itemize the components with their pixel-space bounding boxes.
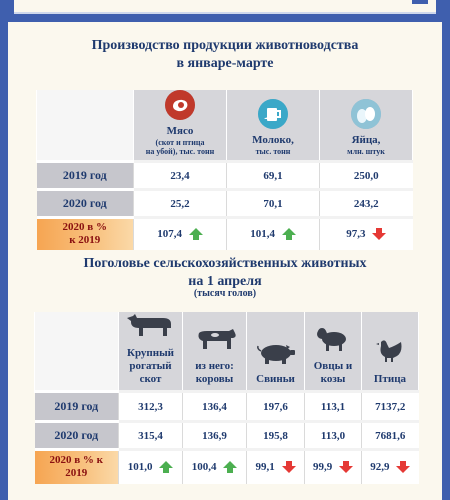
row-label-2019: 2019 год: [34, 390, 119, 422]
production-header-row: Мясо (скот и птица на убой), тыс. тонн М…: [36, 90, 413, 162]
value-cell: 23,4: [133, 160, 227, 190]
livestock-header-row: Крупный рогатый скот из него: коровы Сви…: [34, 312, 419, 392]
table-corner: [34, 312, 119, 392]
percent-cell: 99,9: [304, 448, 362, 484]
column-header-meat: Мясо (скот и птица на убой), тыс. тонн: [133, 90, 227, 162]
value-cell: 315,4: [118, 420, 183, 450]
table-corner: [36, 90, 134, 162]
percent-cell: 107,4: [133, 216, 227, 250]
percent-cell: 92,9: [361, 448, 419, 484]
table-row: 2020 в % к 2019 101,0 100,4 99,1 99,9 92…: [34, 448, 419, 484]
livestock-subtitle: (тысяч голов): [193, 288, 257, 299]
pig-icon: [256, 345, 295, 364]
row-label-percent: 2020 в % к 2019: [34, 448, 119, 484]
meat-icon: [165, 90, 195, 120]
eggs-icon: [351, 99, 381, 129]
livestock-table: Крупный рогатый скот из него: коровы Сви…: [34, 312, 419, 484]
column-header-cows: из него: коровы: [182, 312, 247, 392]
value-cell: 113,1: [304, 390, 362, 422]
table-row: 2020 год 315,4 136,9 195,8 113,0 7681,6: [34, 420, 419, 450]
left-frame-border: [0, 0, 8, 500]
sheep-icon: [317, 328, 346, 351]
livestock-title: Поголовье сельскохозяйственных животных …: [83, 256, 367, 289]
production-title: Производство продукции животноводства в …: [91, 38, 359, 71]
down-arrow-icon: [281, 461, 296, 474]
value-cell: 195,8: [246, 420, 305, 450]
value-cell: 250,0: [319, 160, 413, 190]
percent-cell: 97,3: [319, 216, 413, 250]
table-row: 2019 год 23,4 69,1 250,0: [36, 160, 413, 190]
right-frame-border: [442, 0, 450, 500]
value-cell: 25,2: [133, 188, 227, 218]
row-label-2020: 2020 год: [34, 420, 119, 450]
column-header-pigs: Свиньи: [246, 312, 305, 392]
column-header-milk: Молоко, тыс. тонн: [226, 90, 320, 162]
down-arrow-icon: [396, 461, 411, 474]
value-cell: 7681,6: [361, 420, 419, 450]
milk-icon: [258, 99, 288, 129]
top-banner: [0, 0, 450, 22]
row-label-2020: 2020 год: [36, 188, 134, 218]
value-cell: 113,0: [304, 420, 362, 450]
up-arrow-icon: [188, 228, 203, 241]
percent-cell: 100,4: [182, 448, 247, 484]
value-cell: 70,1: [226, 188, 320, 218]
table-row: 2020 год 25,2 70,1 243,2: [36, 188, 413, 218]
table-row: 2019 год 312,3 136,4 197,6 113,1 7137,2: [34, 390, 419, 422]
cattle-icon: [126, 314, 171, 336]
percent-cell: 101,0: [118, 448, 183, 484]
column-header-cattle: Крупный рогатый скот: [118, 312, 183, 392]
value-cell: 69,1: [226, 160, 320, 190]
column-header-sheep: Овцы и козы: [304, 312, 362, 392]
down-arrow-icon: [339, 461, 353, 474]
up-arrow-icon: [223, 461, 238, 474]
down-arrow-icon: [372, 228, 387, 241]
chicken-icon: [376, 340, 402, 362]
row-label-2019: 2019 год: [36, 160, 134, 190]
up-arrow-icon: [281, 228, 296, 241]
value-cell: 7137,2: [361, 390, 419, 422]
value-cell: 136,9: [182, 420, 247, 450]
up-arrow-icon: [159, 461, 174, 474]
column-header-poultry: Птица: [361, 312, 419, 392]
value-cell: 312,3: [118, 390, 183, 422]
production-table: Мясо (скот и птица на убой), тыс. тонн М…: [36, 90, 413, 250]
percent-cell: 99,1: [246, 448, 305, 484]
cow-icon: [198, 329, 236, 349]
percent-cell: 101,4: [226, 216, 320, 250]
value-cell: 243,2: [319, 188, 413, 218]
column-header-eggs: Яйца, млн. штук: [319, 90, 413, 162]
table-row: 2020 в % к 2019 107,4 101,4 97,3: [36, 216, 413, 250]
row-label-percent: 2020 в % к 2019: [36, 216, 134, 250]
value-cell: 197,6: [246, 390, 305, 422]
value-cell: 136,4: [182, 390, 247, 422]
